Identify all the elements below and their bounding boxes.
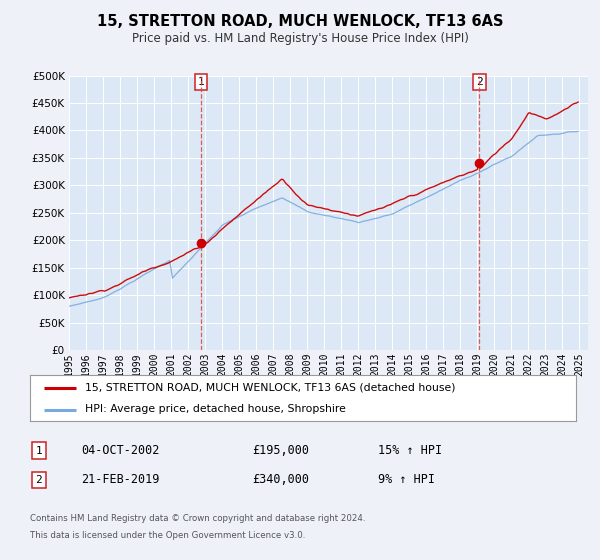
Text: 21-FEB-2019: 21-FEB-2019 (81, 473, 160, 487)
Text: £340,000: £340,000 (252, 473, 309, 487)
Text: 2: 2 (476, 77, 483, 87)
Text: 04-OCT-2002: 04-OCT-2002 (81, 444, 160, 458)
Text: Contains HM Land Registry data © Crown copyright and database right 2024.: Contains HM Land Registry data © Crown c… (30, 514, 365, 523)
Text: 1: 1 (197, 77, 204, 87)
Text: 9% ↑ HPI: 9% ↑ HPI (378, 473, 435, 487)
Text: This data is licensed under the Open Government Licence v3.0.: This data is licensed under the Open Gov… (30, 531, 305, 540)
Text: 15, STRETTON ROAD, MUCH WENLOCK, TF13 6AS: 15, STRETTON ROAD, MUCH WENLOCK, TF13 6A… (97, 14, 503, 29)
Text: 2: 2 (35, 475, 43, 485)
Text: HPI: Average price, detached house, Shropshire: HPI: Average price, detached house, Shro… (85, 404, 346, 414)
Text: 1: 1 (35, 446, 43, 456)
Text: £195,000: £195,000 (252, 444, 309, 458)
Text: 15% ↑ HPI: 15% ↑ HPI (378, 444, 442, 458)
Text: 15, STRETTON ROAD, MUCH WENLOCK, TF13 6AS (detached house): 15, STRETTON ROAD, MUCH WENLOCK, TF13 6A… (85, 382, 455, 393)
Text: Price paid vs. HM Land Registry's House Price Index (HPI): Price paid vs. HM Land Registry's House … (131, 32, 469, 45)
